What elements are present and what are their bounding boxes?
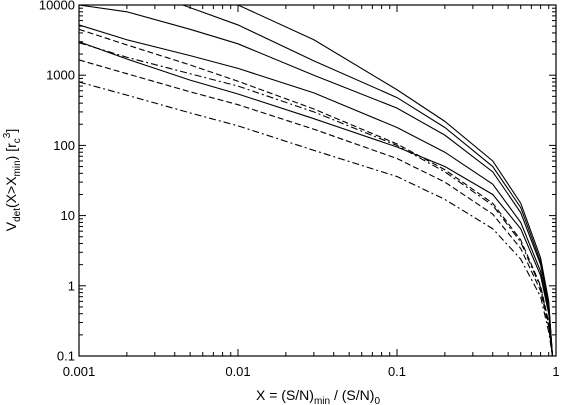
y-axis-title: Vdet(X>Xmin) [rc3]	[2, 129, 23, 231]
series-line-6	[78, 28, 554, 357]
y-tick-label: 1000	[46, 68, 75, 83]
y-title-part-7: ]	[3, 129, 19, 133]
x-tick-label: 0.001	[63, 364, 96, 379]
x-title-part-0: X = (S/N)	[256, 387, 314, 403]
series-layer	[78, 4, 554, 357]
y-title-sub-min: min	[12, 160, 23, 176]
series-line-2	[79, 4, 554, 357]
y-tick-label: 1	[68, 278, 75, 293]
plot-frame	[78, 4, 557, 357]
ticks-layer: 0.001 0.01 0.1 1 0.1 1 10 100 1000 10000	[39, 0, 560, 379]
y-tick-label: 10	[61, 208, 75, 223]
series-line-4	[78, 24, 554, 357]
series-line-8	[78, 59, 554, 357]
x-title-sub-min: min	[314, 396, 330, 405]
y-title-sup-3: 3	[2, 132, 13, 138]
y-tick-label: 10000	[39, 0, 75, 13]
y-tick-label: 0.1	[57, 349, 75, 364]
y-title-part-0: V	[3, 221, 19, 231]
y-title-part-2: (X>X	[3, 176, 19, 208]
x-tick-label: 0.01	[225, 364, 250, 379]
y-title-sub-c: c	[12, 138, 23, 143]
series-line-3	[78, 4, 554, 357]
series-line-5	[78, 41, 554, 357]
y-title-sub-det: det	[12, 208, 23, 222]
x-title-sub-0: 0	[374, 396, 380, 405]
x-axis-title: X = (S/N)min / (S/N)0	[256, 387, 380, 405]
y-tick-label: 100	[53, 138, 75, 153]
series-line-1	[79, 4, 554, 357]
series-line-9	[78, 81, 554, 357]
x-title-part-2: / (S/N)	[330, 387, 374, 403]
x-tick-label: 0.1	[388, 364, 406, 379]
series-line-7	[78, 42, 554, 357]
y-title-part-4: ) [r	[3, 143, 19, 160]
x-tick-label: 1	[552, 364, 559, 379]
